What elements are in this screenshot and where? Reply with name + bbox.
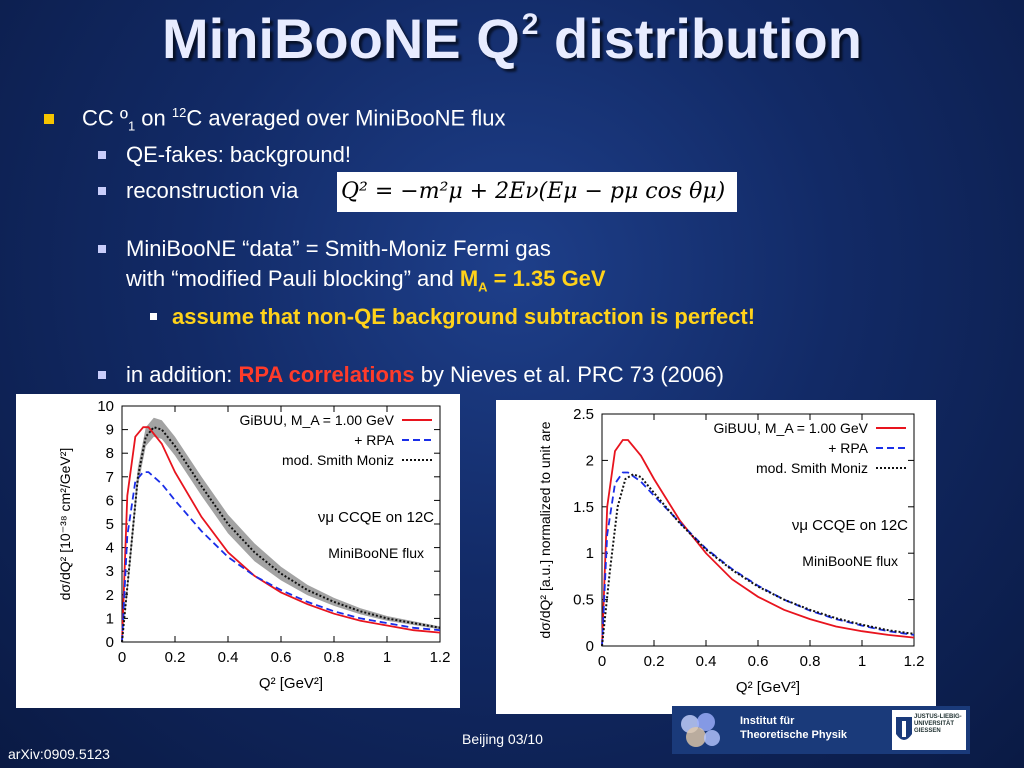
bullet-miniboone-data-line1: MiniBooNE “data” = Smith-Moniz Fermi gas bbox=[126, 236, 551, 261]
annotation-flux: MiniBooNE flux bbox=[802, 553, 898, 569]
institute-name: Institut für Theoretische Physik bbox=[740, 715, 847, 741]
bullet-reconstruction: reconstruction via bbox=[126, 178, 299, 203]
legend-label: mod. Smith Moniz bbox=[282, 452, 394, 468]
y-axis-label: dσ/dQ² [a.u.] normalized to unit are bbox=[537, 421, 553, 638]
bullet-rpa: in addition: RPA correlations by Nieves … bbox=[126, 362, 724, 387]
y-tick-label: 3 bbox=[106, 563, 114, 580]
y-tick-label: 2 bbox=[106, 587, 114, 604]
y-tick-label: 2 bbox=[586, 452, 594, 469]
slide-title: MiniBooNE Q2 distribution bbox=[162, 7, 862, 70]
legend-label: + RPA bbox=[828, 440, 868, 456]
y-tick-label: 10 bbox=[97, 398, 114, 415]
x-tick-label: 1 bbox=[383, 649, 391, 666]
y-tick-label: 5 bbox=[106, 516, 114, 533]
series-line-2 bbox=[601, 471, 915, 647]
x-tick-label: 0.8 bbox=[324, 649, 345, 666]
y-tick-label: 0.5 bbox=[573, 592, 594, 609]
x-tick-label: 0.4 bbox=[218, 649, 239, 666]
bullet-marker bbox=[44, 114, 54, 124]
x-axis-label: Q² [GeV²] bbox=[259, 675, 323, 692]
y-tick-label: 4 bbox=[106, 540, 114, 557]
annotation-flux: MiniBooNE flux bbox=[328, 545, 424, 561]
bullet-marker bbox=[98, 371, 106, 379]
bullet-marker bbox=[98, 187, 106, 195]
series-line-3 bbox=[121, 426, 441, 643]
y-tick-label: 1.5 bbox=[573, 499, 594, 516]
bullet-qe-fakes: QE-fakes: background! bbox=[126, 142, 352, 167]
q2-formula: Q² = −m²μ + 2Eν(Eμ − pμ cos θμ) bbox=[337, 172, 737, 212]
footer-location: Beijing 03/10 bbox=[462, 731, 543, 747]
legend-label: + RPA bbox=[354, 432, 394, 448]
legend-label: GiBUU, M_A = 1.00 GeV bbox=[240, 412, 395, 428]
x-axis-label: Q² [GeV²] bbox=[736, 679, 800, 696]
chart-left-panel: 0 0.2 0.4 0.6 0.8 1 1.2 0 1 2 3 4 5 6 7 8 9 10 Q² [GeV²] dσ… bbox=[16, 394, 460, 708]
x-tick-label: 1.2 bbox=[904, 653, 925, 670]
university-logo: JUSTUS-LIEBIG- UNIVERSITÄT GIESSEN bbox=[892, 710, 966, 750]
x-tick-label: 1.2 bbox=[430, 649, 451, 666]
atom-icon bbox=[681, 713, 720, 747]
x-tick-label: 0.6 bbox=[748, 653, 769, 670]
bullet-miniboone-data-line2: with “modified Pauli blocking” and MA = … bbox=[126, 266, 606, 295]
chart-right-panel: 0 0.2 0.4 0.6 0.8 1 1.2 0 0.5 1 1.5 2 2.5 Q² [GeV²] dσ… bbox=[496, 400, 936, 714]
bullet-marker bbox=[98, 245, 106, 253]
x-tick-label: 0.2 bbox=[165, 649, 186, 666]
chart-left: 0 0.2 0.4 0.6 0.8 1 1.2 0 1 2 3 4 5 6 7 8 9 10 Q² [GeV²] dσ… bbox=[57, 398, 451, 692]
y-tick-label: 8 bbox=[106, 445, 114, 462]
chart-right: 0 0.2 0.4 0.6 0.8 1 1.2 0 0.5 1 1.5 2 2.5 Q² [GeV²] dσ… bbox=[537, 406, 925, 696]
annotation-process: νμ CCQE on 12C bbox=[318, 509, 434, 526]
bullet-marker bbox=[150, 313, 157, 320]
x-tick-label: 0.4 bbox=[696, 653, 717, 670]
x-tick-label: 0.8 bbox=[800, 653, 821, 670]
series-line-1 bbox=[601, 439, 915, 647]
legend-label: mod. Smith Moniz bbox=[756, 460, 868, 476]
arxiv-reference: arXiv:0909.5123 bbox=[8, 746, 110, 762]
university-crest-icon bbox=[896, 717, 912, 740]
series-line-2 bbox=[121, 471, 441, 643]
y-tick-label: 0 bbox=[106, 634, 114, 651]
annotation-process: νμ CCQE on 12C bbox=[792, 517, 908, 534]
institute-logo: Institut für Theoretische Physik JUSTUS-… bbox=[672, 706, 970, 754]
x-tick-label: 0.2 bbox=[644, 653, 665, 670]
y-tick-label: 1 bbox=[106, 610, 114, 627]
y-tick-label: 1 bbox=[586, 545, 594, 562]
x-tick-label: 0 bbox=[598, 653, 606, 670]
x-tick-label: 1 bbox=[858, 653, 866, 670]
y-tick-label: 6 bbox=[106, 492, 114, 509]
x-tick-label: 0 bbox=[118, 649, 126, 666]
y-tick-label: 2.5 bbox=[573, 406, 594, 423]
bullet-cc-pion: CC º1 on 12C averaged over MiniBooNE flu… bbox=[82, 105, 506, 134]
x-tick-label: 0.6 bbox=[271, 649, 292, 666]
y-axis-label: dσ/dQ² [10⁻³⁸ cm²/GeV²] bbox=[57, 448, 73, 601]
series-line-3 bbox=[601, 473, 915, 647]
series-line-1 bbox=[121, 426, 441, 643]
bullet-assume-perfect: assume that non-QE background subtractio… bbox=[172, 304, 756, 329]
legend-label: GiBUU, M_A = 1.00 GeV bbox=[714, 420, 869, 436]
bullet-marker bbox=[98, 151, 106, 159]
y-tick-label: 0 bbox=[586, 638, 594, 655]
y-tick-label: 7 bbox=[106, 469, 114, 486]
y-tick-label: 9 bbox=[106, 422, 114, 439]
